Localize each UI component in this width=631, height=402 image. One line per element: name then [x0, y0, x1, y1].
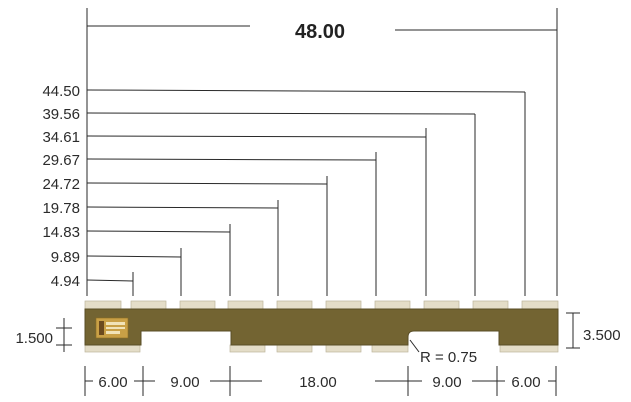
top-tab-9	[472, 300, 509, 310]
small-height-label: 1.500	[15, 330, 53, 347]
tab-label-19-78: 19.78	[42, 200, 80, 217]
seg-label-5: 6.00	[511, 374, 540, 391]
tab-dim-line-29-67	[86, 158, 377, 161]
radius-label: R = 0.75	[420, 349, 477, 366]
barcode-label	[95, 317, 129, 339]
tab-label-34-61: 34.61	[42, 129, 80, 146]
tab-dim-line-34-61	[86, 135, 427, 138]
top-tab-2	[130, 300, 167, 310]
bottom-tab-6	[499, 344, 559, 353]
tab-label-44-50: 44.50	[42, 83, 80, 100]
top-tab-1	[84, 300, 122, 310]
seg-label-4: 9.00	[432, 374, 461, 391]
top-tab-10	[521, 300, 559, 310]
top-tabs	[84, 300, 559, 310]
tab-dim-line-4-94	[86, 279, 134, 282]
top-tab-4	[227, 300, 264, 310]
top-tab-6	[325, 300, 362, 310]
bottom-tab-5	[371, 344, 409, 353]
bottom-tab-4	[325, 344, 362, 353]
tab-dim-line-39-56	[86, 112, 476, 115]
tab-dim-line-44-50	[86, 89, 526, 93]
tab-dim-line-19-78	[86, 206, 279, 209]
tab-label-4-94: 4.94	[51, 273, 80, 290]
seg-label-1: 6.00	[98, 374, 127, 391]
board-shape	[84, 308, 559, 346]
radius-leader	[409, 339, 420, 353]
seg-label-3: 18.00	[299, 374, 337, 391]
tab-label-9-89: 9.89	[51, 249, 80, 266]
bottom-tabs	[84, 344, 559, 353]
tab-position-dimensions: 44.50 39.56 34.61 29.67 24.72 19.78 14.8…	[42, 83, 526, 296]
top-tab-3	[179, 300, 216, 310]
top-tab-7	[374, 300, 411, 310]
top-tab-8	[423, 300, 460, 310]
tab-dim-line-14-83	[86, 230, 231, 233]
large-height-label: 3.500	[583, 327, 621, 344]
overall-length-label: 48.00	[295, 21, 345, 43]
bottom-tab-2	[229, 344, 266, 353]
tab-label-39-56: 39.56	[42, 106, 80, 123]
tab-dim-line-9-89	[86, 255, 182, 258]
tab-label-24-72: 24.72	[42, 176, 80, 193]
seg-label-2: 9.00	[170, 374, 199, 391]
tab-label-29-67: 29.67	[42, 152, 80, 169]
bottom-tab-3	[276, 344, 313, 353]
tab-dim-line-24-72	[86, 182, 328, 185]
bottom-tab-1	[84, 344, 141, 353]
tab-label-14-83: 14.83	[42, 224, 80, 241]
top-tab-5	[276, 300, 313, 310]
